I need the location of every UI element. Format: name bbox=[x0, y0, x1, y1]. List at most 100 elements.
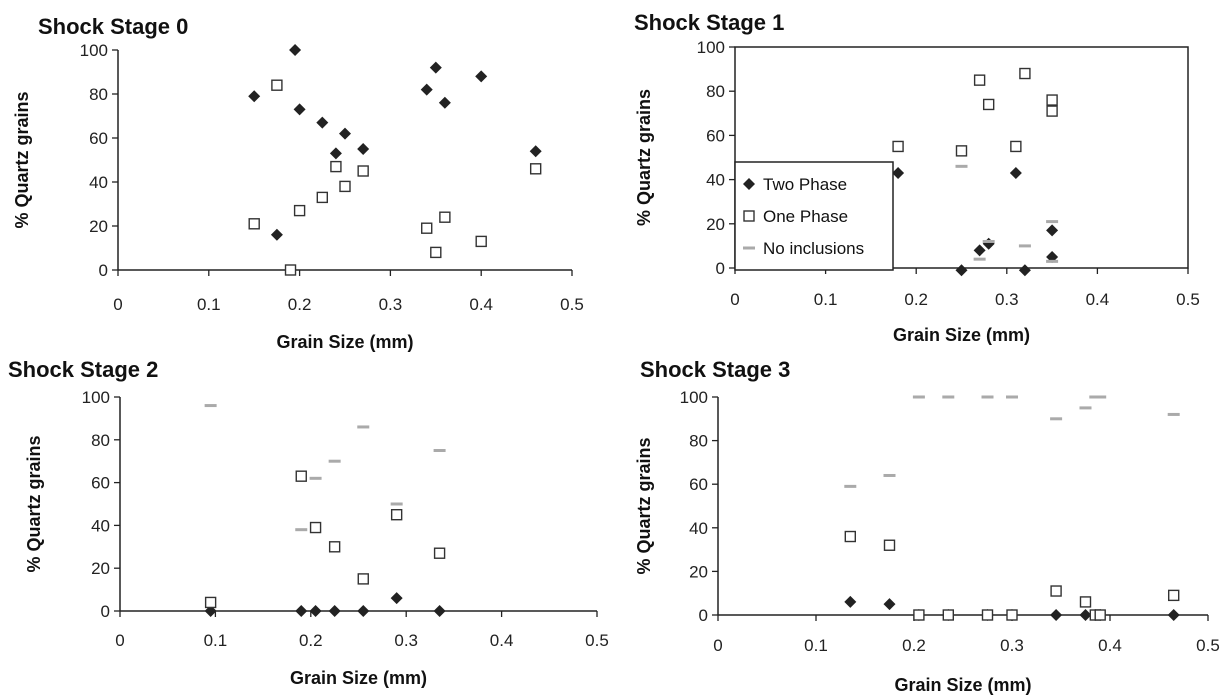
data-point-two-phase bbox=[1018, 264, 1031, 277]
chart-title: Shock Stage 2 bbox=[8, 357, 158, 382]
x-tick-label: 0 bbox=[115, 631, 124, 650]
data-point-two-phase bbox=[357, 143, 370, 155]
x-tick-label: 0.2 bbox=[902, 636, 926, 655]
data-point-one-phase bbox=[475, 235, 487, 248]
x-tick-label: 0.2 bbox=[288, 295, 312, 314]
data-point-one-phase bbox=[330, 160, 342, 173]
chart-title: Shock Stage 1 bbox=[634, 10, 784, 35]
x-tick-label: 0.5 bbox=[585, 631, 609, 650]
data-point-two-phase bbox=[420, 83, 433, 96]
x-tick-label: 0.1 bbox=[197, 295, 221, 314]
legend-label-one-phase: One Phase bbox=[763, 207, 848, 226]
data-point-two-phase bbox=[475, 70, 488, 83]
y-axis-label: % Quartz grains bbox=[24, 435, 44, 572]
data-point-two-phase bbox=[1167, 609, 1180, 621]
data-point-two-phase bbox=[329, 147, 342, 160]
y-tick-label: 60 bbox=[89, 129, 108, 148]
data-point-one-phase bbox=[390, 509, 403, 521]
data-point-one-phase bbox=[357, 573, 369, 585]
legend-label-no-inclusions: No inclusions bbox=[763, 239, 864, 258]
x-tick-label: 0.2 bbox=[904, 290, 928, 309]
y-tick-label: 40 bbox=[706, 171, 725, 190]
data-point-two-phase bbox=[295, 605, 308, 617]
data-point-one-phase bbox=[1046, 105, 1058, 117]
y-tick-label: 40 bbox=[91, 516, 110, 535]
legend-label-two-phase: Two Phase bbox=[763, 175, 847, 194]
data-point-one-phase bbox=[955, 145, 968, 157]
x-tick-label: 0.1 bbox=[204, 631, 228, 650]
x-tick-label: 0 bbox=[113, 295, 122, 314]
x-tick-label: 0.2 bbox=[299, 631, 323, 650]
data-point-one-phase bbox=[1050, 585, 1062, 597]
y-axis-label: % Quartz grains bbox=[634, 89, 654, 226]
x-tick-label: 0.4 bbox=[1086, 290, 1110, 309]
data-point-one-phase bbox=[295, 470, 307, 482]
data-point-one-phase bbox=[328, 541, 341, 553]
y-tick-label: 60 bbox=[706, 126, 725, 145]
x-tick-label: 0.3 bbox=[379, 295, 403, 314]
x-tick-label: 0.1 bbox=[814, 290, 838, 309]
data-point-one-phase bbox=[357, 165, 369, 177]
chart-legend: Two Phase One Phase No inclusions bbox=[734, 161, 894, 271]
chart-panel-3: Shock Stage 3 0 20 40 60 80 100 0 0.1 0.2 0.3 0.4 0.… bbox=[634, 357, 1220, 695]
chart-panel-0: Shock Stage 0 0 20 40 60 80 100 0 0.1 0.2 0.3 0.4 0.… bbox=[12, 14, 584, 352]
y-tick-label: 20 bbox=[706, 215, 725, 234]
data-point-two-phase bbox=[1050, 609, 1063, 621]
x-tick-label: 0.5 bbox=[1176, 290, 1200, 309]
y-tick-label: 20 bbox=[689, 562, 708, 581]
data-point-two-phase bbox=[529, 145, 542, 158]
data-point-two-phase bbox=[433, 605, 446, 617]
data-point-two-phase bbox=[1079, 609, 1092, 621]
x-axis-label: Grain Size (mm) bbox=[290, 668, 427, 688]
data-point-two-phase bbox=[1046, 224, 1059, 237]
data-point-one-phase bbox=[339, 180, 351, 193]
data-point-one-phase bbox=[529, 163, 542, 175]
y-tick-label: 20 bbox=[91, 559, 110, 578]
data-point-one-phase bbox=[204, 596, 217, 609]
data-point-one-phase bbox=[248, 218, 260, 230]
data-point-one-phase bbox=[1079, 596, 1092, 608]
data-point-two-phase bbox=[339, 127, 351, 140]
x-axis-label: Grain Size (mm) bbox=[894, 675, 1031, 695]
data-point-two-phase bbox=[316, 116, 329, 129]
data-point-one-phase bbox=[1019, 67, 1031, 80]
data-point-one-phase bbox=[883, 539, 896, 551]
chart-title: Shock Stage 0 bbox=[38, 14, 188, 39]
data-point-one-phase bbox=[981, 609, 994, 621]
y-axis-label: % Quartz grains bbox=[634, 437, 654, 574]
x-tick-label: 0.4 bbox=[490, 631, 514, 650]
x-tick-label: 0.3 bbox=[1000, 636, 1024, 655]
data-point-two-phase bbox=[328, 605, 341, 617]
y-tick-label: 60 bbox=[689, 475, 708, 494]
data-point-one-phase bbox=[433, 547, 446, 559]
data-point-two-phase bbox=[248, 90, 261, 103]
data-point-two-phase bbox=[289, 44, 302, 56]
x-tick-label: 0.1 bbox=[804, 636, 828, 655]
data-point-two-phase bbox=[955, 264, 968, 277]
data-point-one-phase bbox=[293, 204, 306, 217]
data-point-one-phase bbox=[973, 74, 986, 86]
x-tick-label: 0 bbox=[713, 636, 722, 655]
data-point-one-phase bbox=[271, 79, 283, 91]
y-tick-label: 80 bbox=[706, 82, 725, 101]
y-tick-label: 60 bbox=[91, 474, 110, 493]
x-tick-label: 0.5 bbox=[560, 295, 584, 314]
data-point-one-phase bbox=[844, 530, 856, 543]
data-point-one-phase bbox=[284, 264, 297, 276]
x-axis-label: Grain Size (mm) bbox=[893, 325, 1030, 345]
legend-box bbox=[734, 161, 894, 271]
y-tick-label: 100 bbox=[80, 41, 108, 60]
data-point-one-phase bbox=[1006, 609, 1018, 621]
y-tick-label: 100 bbox=[697, 38, 725, 57]
data-point-one-phase bbox=[892, 140, 904, 153]
data-point-one-phase bbox=[430, 246, 442, 259]
data-point-two-phase bbox=[309, 605, 322, 617]
x-tick-label: 0.5 bbox=[1196, 636, 1220, 655]
data-point-two-phase bbox=[357, 605, 370, 617]
y-tick-label: 80 bbox=[689, 432, 708, 451]
legend-diamond-icon bbox=[743, 178, 755, 190]
x-axis-label: Grain Size (mm) bbox=[276, 332, 413, 352]
data-point-one-phase bbox=[1094, 609, 1106, 621]
chart-title: Shock Stage 3 bbox=[640, 357, 790, 382]
